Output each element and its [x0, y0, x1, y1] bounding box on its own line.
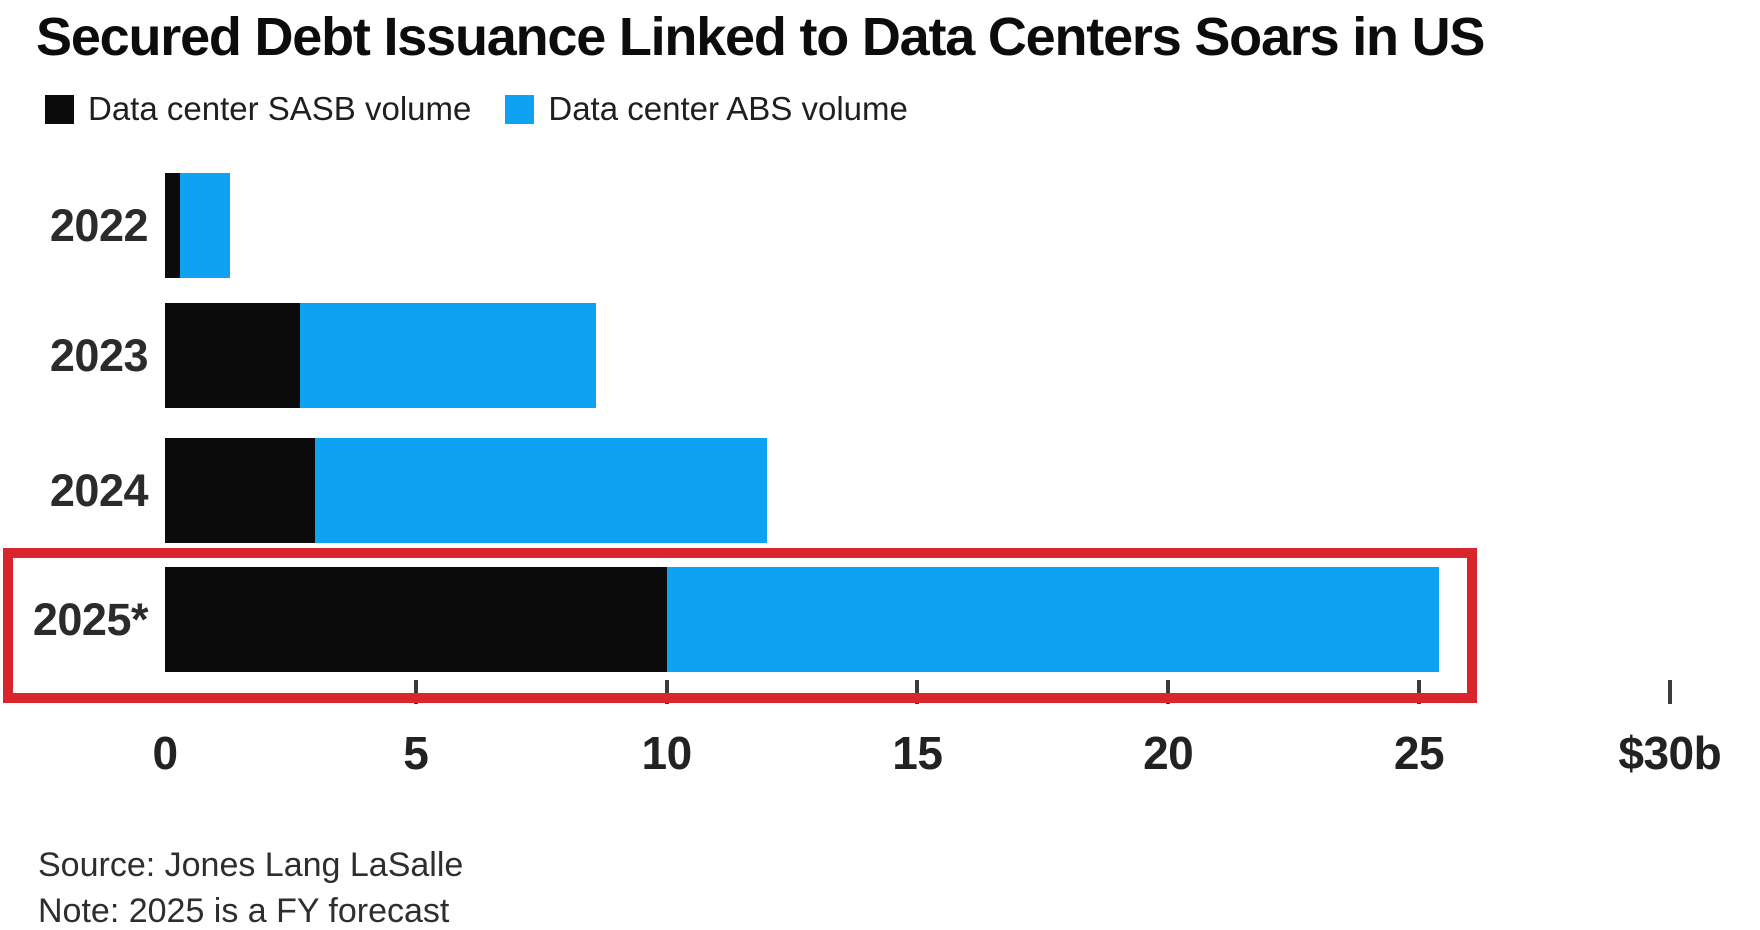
category-label: 2022 [49, 199, 149, 251]
source-text: Source: Jones Lang LaSalle [38, 846, 464, 884]
bar-segment [315, 438, 767, 543]
chart-title: Secured Debt Issuance Linked to Data Cen… [36, 7, 1485, 67]
axis-tick-label: 15 [892, 727, 943, 779]
axis-tick [1417, 680, 1421, 704]
axis-tick-label: 10 [641, 727, 693, 779]
legend-label-abs: Data center ABS volume [548, 90, 908, 127]
axis-tick [1667, 680, 1672, 704]
bar-segment [165, 438, 316, 543]
bar-segment [180, 173, 231, 278]
chart-footer: Source: Jones Lang LaSalle Note: 2025 is… [38, 842, 463, 930]
sasb-swatch-icon [45, 94, 74, 124]
axis-tick-label: 5 [403, 727, 429, 779]
legend-label-sasb: Data center SASB volume [88, 90, 472, 127]
axis-tick [1166, 680, 1171, 704]
axis-tick-label: 0 [152, 727, 178, 779]
axis-tick-label: 20 [1143, 727, 1194, 779]
legend-item-abs: Data center ABS volume [505, 90, 908, 128]
axis-tick-label: 25 [1393, 727, 1445, 779]
bar-segment [165, 567, 667, 672]
category-label: 2025* [32, 593, 149, 645]
forecast-highlight-box [3, 548, 1477, 703]
bar-segment [165, 303, 301, 408]
legend-item-sasb: Data center SASB volume [45, 90, 471, 128]
note-text: Note: 2025 is a FY forecast [38, 892, 450, 930]
bar-segment [666, 567, 1440, 672]
axis-tick-label: $30b [1618, 727, 1722, 779]
abs-swatch-icon [505, 94, 535, 124]
axis-tick [915, 680, 920, 704]
category-label: 2023 [49, 329, 149, 381]
axis-tick [413, 680, 418, 704]
legend: Data center SASB volume Data center ABS … [45, 90, 908, 128]
bar-segment [165, 173, 181, 278]
category-label: 2024 [49, 464, 149, 516]
axis-tick [664, 680, 669, 704]
bar-segment [300, 303, 597, 408]
